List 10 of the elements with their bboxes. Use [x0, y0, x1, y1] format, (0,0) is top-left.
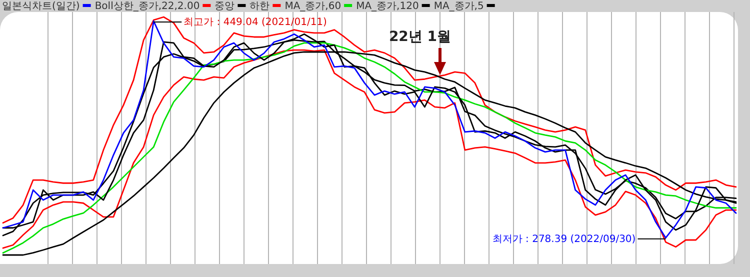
- annotation: 최고가 : 449.04 (2021/01/11): [184, 17, 328, 28]
- legend-label: 일본식차트(일간): [2, 1, 80, 12]
- legend-label: 중앙: [214, 1, 235, 12]
- legend-label: Boll상한_종가,22,2.00: [94, 1, 200, 12]
- legend-label: 하한: [250, 1, 270, 12]
- annotation: 최저가 : 278.39 (2022/09/30): [492, 234, 636, 245]
- legend-label: MA_종가,120: [356, 1, 419, 12]
- annotation: 22년 1월: [388, 29, 452, 45]
- legend-label: MA_종가,5: [434, 1, 484, 12]
- legend-label: MA_종가,60: [284, 1, 342, 12]
